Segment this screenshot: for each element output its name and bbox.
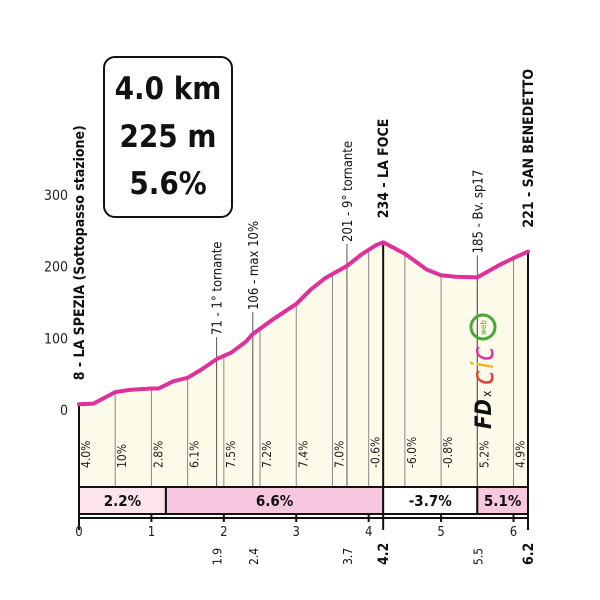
x-tick-label-6: 6 [510, 525, 517, 540]
svg-text:i: i [468, 361, 501, 369]
y-tick-1: 100 [44, 331, 68, 347]
climb-average-gradient: 5.6% [129, 165, 207, 202]
segment-box-3 [476, 486, 530, 515]
grade-label-7: 7.0% [332, 441, 346, 468]
waypoint-label-4: 234 - LA FOCE [376, 119, 392, 219]
grade-label-10: -0.8% [441, 437, 455, 468]
waypoint-label-2: 106 - max 10% [247, 221, 262, 310]
segment-label-1: 6.6% [256, 492, 294, 510]
climb-stats-box: 4.0 km 225 m 5.6% [103, 56, 233, 218]
waypoint-label-0: 8 - LA SPEZIA (Sottopasso stazione) [72, 125, 88, 380]
grade-label-0: 4.0% [79, 441, 93, 468]
fd-ciclo-web-logo: FD x c i c web [468, 313, 501, 429]
x-km-marker-5: 6.2 [521, 543, 537, 565]
svg-text:c: c [468, 346, 501, 361]
profile-line [77, 240, 530, 407]
segment-label-3: 5.1% [484, 492, 522, 510]
svg-text:c: c [468, 370, 501, 385]
svg-text:web: web [479, 320, 488, 335]
x-tick-label-4: 4 [365, 525, 372, 540]
grade-label-4: 7.5% [224, 441, 238, 468]
waypoint-label-5: 185 - Bv. sp17 [471, 170, 486, 254]
waypoint-label-6: 221 - SAN BENEDETTO [521, 69, 537, 228]
grade-label-9: -6.0% [405, 437, 419, 468]
profile-area-fill [79, 242, 528, 487]
x-km-marker-4: 5.5 [471, 548, 485, 565]
segment-label-0: 2.2% [104, 492, 142, 510]
grade-label-11: 5.2% [477, 441, 491, 468]
waypoint-label-3: 201 - 9° tornante [341, 141, 356, 242]
x-km-marker-2: 3.7 [341, 548, 355, 565]
x-km-marker-0: 1.9 [211, 548, 225, 565]
x-km-marker-3: 4.2 [376, 543, 392, 565]
x-tick-label-5: 5 [437, 525, 444, 540]
x-tick-label-1: 1 [148, 525, 155, 540]
grade-label-6: 7.4% [296, 441, 310, 468]
climb-elevation-gain: 225 m [119, 118, 217, 155]
grade-label-12: 4.9% [514, 441, 528, 468]
segment-box-1 [164, 486, 385, 515]
y-tick-0: 0 [60, 403, 68, 419]
svg-text:FD: FD [472, 399, 497, 429]
grade-label-8: -0.6% [369, 437, 383, 468]
y-tick-3: 300 [44, 188, 68, 204]
segment-label-2: -3.7% [409, 492, 453, 510]
x-tick-label-2: 2 [220, 525, 227, 540]
grade-label-3: 6.1% [188, 441, 202, 468]
grade-label-5: 7.2% [260, 441, 274, 468]
waypoint-label-1: 71 - 1° tornante [211, 241, 226, 335]
x-km-marker-1: 2.4 [247, 548, 261, 565]
x-tick-label-0: 0 [75, 525, 82, 540]
grade-label-1: 10% [115, 444, 129, 468]
x-tick-label-3: 3 [293, 525, 300, 540]
svg-text:x: x [480, 390, 494, 397]
y-tick-2: 200 [44, 260, 68, 276]
climb-distance: 4.0 km [114, 71, 222, 108]
grade-label-2: 2.8% [151, 441, 165, 468]
